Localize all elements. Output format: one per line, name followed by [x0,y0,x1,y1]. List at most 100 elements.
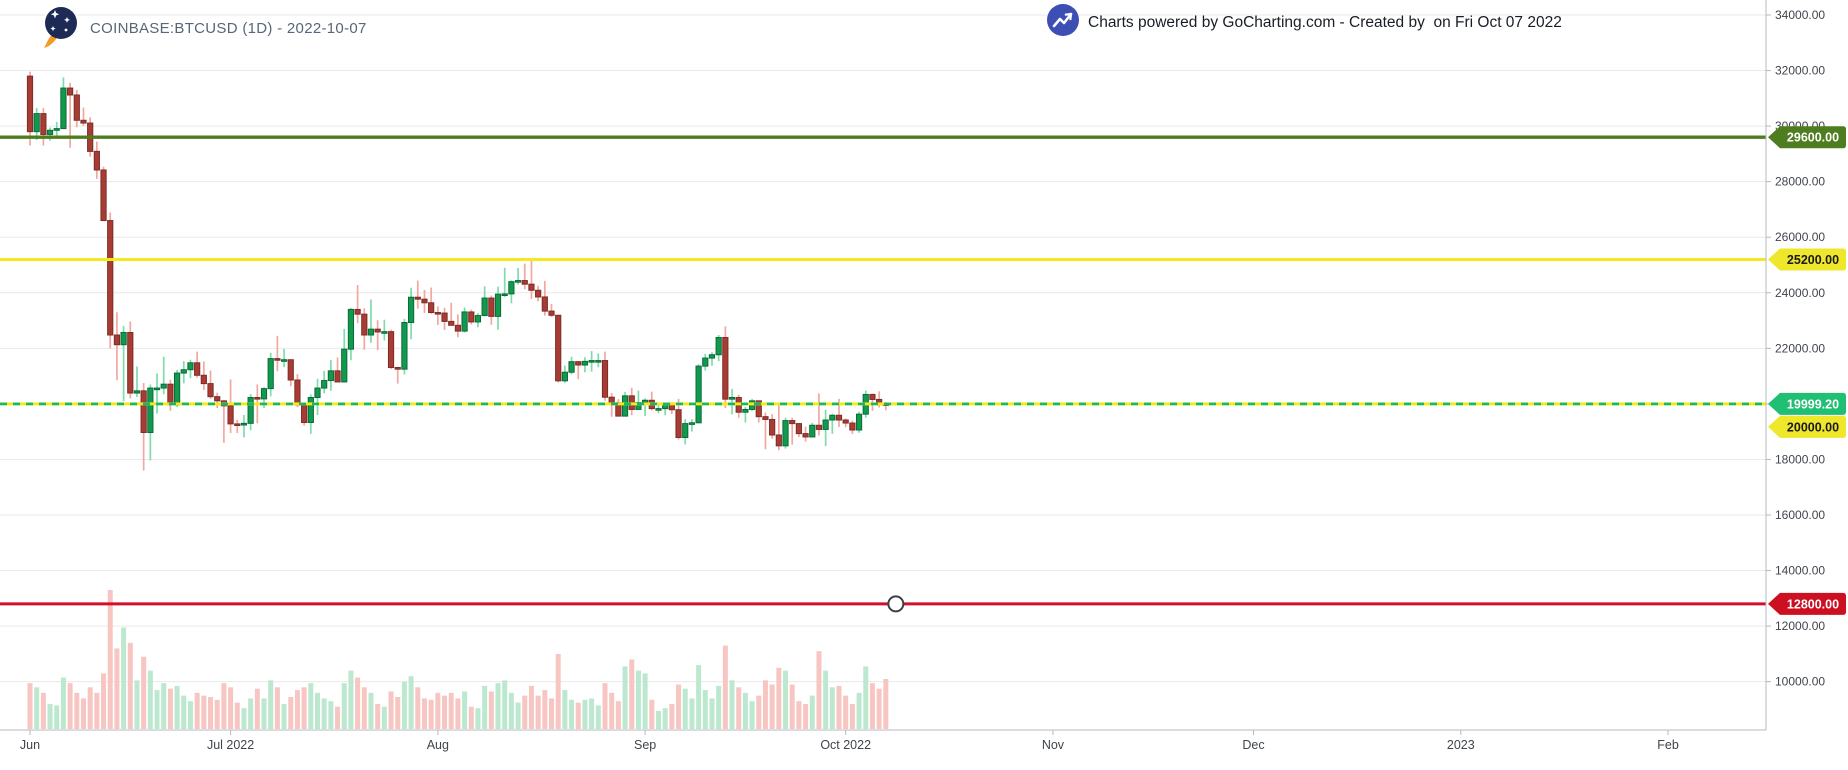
candle-body [581,360,589,366]
volume-bar [167,688,173,729]
month-tick-label[interactable]: Nov [1042,738,1065,752]
candle-body [227,405,234,425]
candle-body [321,380,328,389]
price-tick-label[interactable]: 16000.00 [1775,508,1825,522]
volume-bar [508,692,514,729]
volume-bar [395,697,401,729]
candle-body [528,283,535,291]
candle-body [548,310,555,316]
current-price-badge[interactable] [1768,392,1846,415]
line-marker-handle[interactable] [887,595,905,613]
volume-bar [94,692,100,729]
candle-body [207,383,214,398]
month-tick-label[interactable]: Aug [427,738,449,752]
price-tick-label[interactable]: 28000.00 [1775,175,1825,189]
candle-body [234,423,241,426]
price-tick-label[interactable]: 32000.00 [1775,64,1825,78]
candle-body [26,75,34,133]
volume-bar [80,698,86,729]
candle-body [334,370,341,383]
candle-body [107,220,114,336]
volume-bar [682,688,688,729]
volume-bar [335,706,341,729]
month-tick-label[interactable]: Oct 2022 [820,738,871,752]
candle-body [815,424,823,430]
price-tick-label[interactable]: 12000.00 [1775,619,1825,633]
level-29600-badge-label: 29600.00 [1787,131,1839,145]
volume-bar [415,687,421,729]
price-tick-label[interactable]: 22000.00 [1775,341,1825,355]
volume-bar [615,701,621,729]
candle-body [695,365,702,424]
candle-body [381,331,388,334]
volume-bar [749,701,755,729]
candle-body [294,379,301,406]
volume-bar [208,697,214,729]
volume-bar [575,702,581,729]
month-tick-label[interactable]: 2023 [1447,738,1475,752]
month-tick-label[interactable]: Dec [1242,738,1264,752]
candle-body [401,322,408,370]
candle-body [795,423,802,435]
candle-body [327,370,334,382]
volume-bar [401,681,407,729]
candle-body [53,128,60,131]
candle-body [408,296,415,324]
volume-bar [803,703,809,729]
price-tick-label[interactable]: 26000.00 [1775,230,1825,244]
month-tick-label[interactable]: Sep [634,738,656,752]
volume-bar [281,703,287,729]
candle-body [588,360,595,363]
candle-body [642,399,649,403]
price-tick-label[interactable]: 18000.00 [1775,452,1825,466]
level-20000-badge[interactable] [1768,415,1846,438]
volume-bar [381,706,387,729]
candle-body [67,87,74,96]
candle-body [160,383,167,389]
month-tick-label[interactable]: Feb [1657,738,1679,752]
volume-bar [676,684,682,729]
volume-bar [141,656,147,729]
candle-body [855,413,863,431]
candle-body [361,313,368,336]
candle-body [367,328,375,336]
volume-bar [455,698,461,729]
level-12800-badge[interactable] [1768,592,1846,615]
candle-body [835,414,843,421]
candle-body [535,289,542,298]
candle-body [688,422,696,425]
volume-bar [74,692,80,729]
candle-body [621,395,629,417]
volume-bar [34,687,40,729]
candle-body [755,400,762,418]
candle-body [194,362,201,376]
volume-bar [602,683,608,729]
volume-bar [154,690,160,729]
level-29600-badge[interactable] [1768,126,1846,149]
candle-body [214,396,221,402]
level-25200-badge[interactable] [1768,248,1846,271]
price-tick-label[interactable]: 10000.00 [1775,675,1825,689]
gocharting-comet-logo [40,2,82,55]
volume-bar [355,677,361,729]
price-tick-label[interactable]: 14000.00 [1775,564,1825,578]
volume-bar [549,698,555,729]
price-tick-label[interactable]: 24000.00 [1775,286,1825,300]
volume-bar [649,699,655,729]
volume-bar [709,698,715,729]
volume-bar [722,645,728,729]
volume-bar [428,699,434,729]
volume-bar [421,698,427,729]
price-tick-label[interactable]: 34000.00 [1775,8,1825,22]
candle-body [187,362,194,371]
candle-body [682,423,689,439]
candle-body [267,358,274,390]
volume-bar [87,687,93,729]
volume-bar [442,695,448,729]
volume-bar [515,702,521,729]
volume-bar [669,703,675,729]
month-tick-label[interactable]: Jul 2022 [207,738,254,752]
month-tick-label[interactable]: Jun [20,738,40,752]
